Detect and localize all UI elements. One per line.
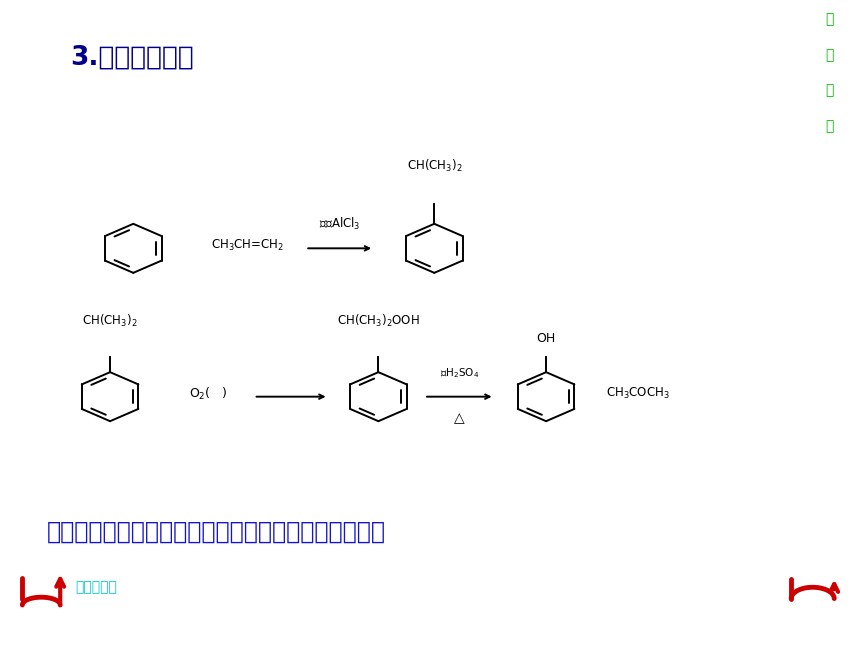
Text: 近: 近 <box>826 119 834 133</box>
Text: CH(CH$_3$)$_2$OOH: CH(CH$_3$)$_2$OOH <box>337 313 420 329</box>
Text: CH(CH$_3$)$_2$: CH(CH$_3$)$_2$ <box>407 158 462 174</box>
Text: 3.用异丙苯制备: 3.用异丙苯制备 <box>71 45 194 71</box>
Text: 回到主目录: 回到主目录 <box>76 580 118 594</box>
Text: 无水AlCl$_3$: 无水AlCl$_3$ <box>319 216 360 232</box>
Text: OH: OH <box>537 332 556 345</box>
Text: O$_2$(: O$_2$( <box>189 386 211 401</box>
Text: 最: 最 <box>826 83 834 97</box>
Text: 返: 返 <box>826 12 834 26</box>
Text: CH$_3$COCH$_3$: CH$_3$COCH$_3$ <box>606 386 670 401</box>
Text: CH$_3$CH=CH$_2$: CH$_3$CH=CH$_2$ <box>211 237 284 253</box>
Text: 稀H$_2$SO$_4$: 稀H$_2$SO$_4$ <box>439 366 479 380</box>
Text: 这是目前工业上大量生产苯酚的方法，同时获得丙酮。: 这是目前工业上大量生产苯酚的方法，同时获得丙酮。 <box>47 520 386 544</box>
Text: ): ) <box>222 387 227 400</box>
Text: △: △ <box>454 411 464 425</box>
Text: CH(CH$_3$)$_2$: CH(CH$_3$)$_2$ <box>83 313 138 329</box>
Text: 回: 回 <box>826 48 834 62</box>
